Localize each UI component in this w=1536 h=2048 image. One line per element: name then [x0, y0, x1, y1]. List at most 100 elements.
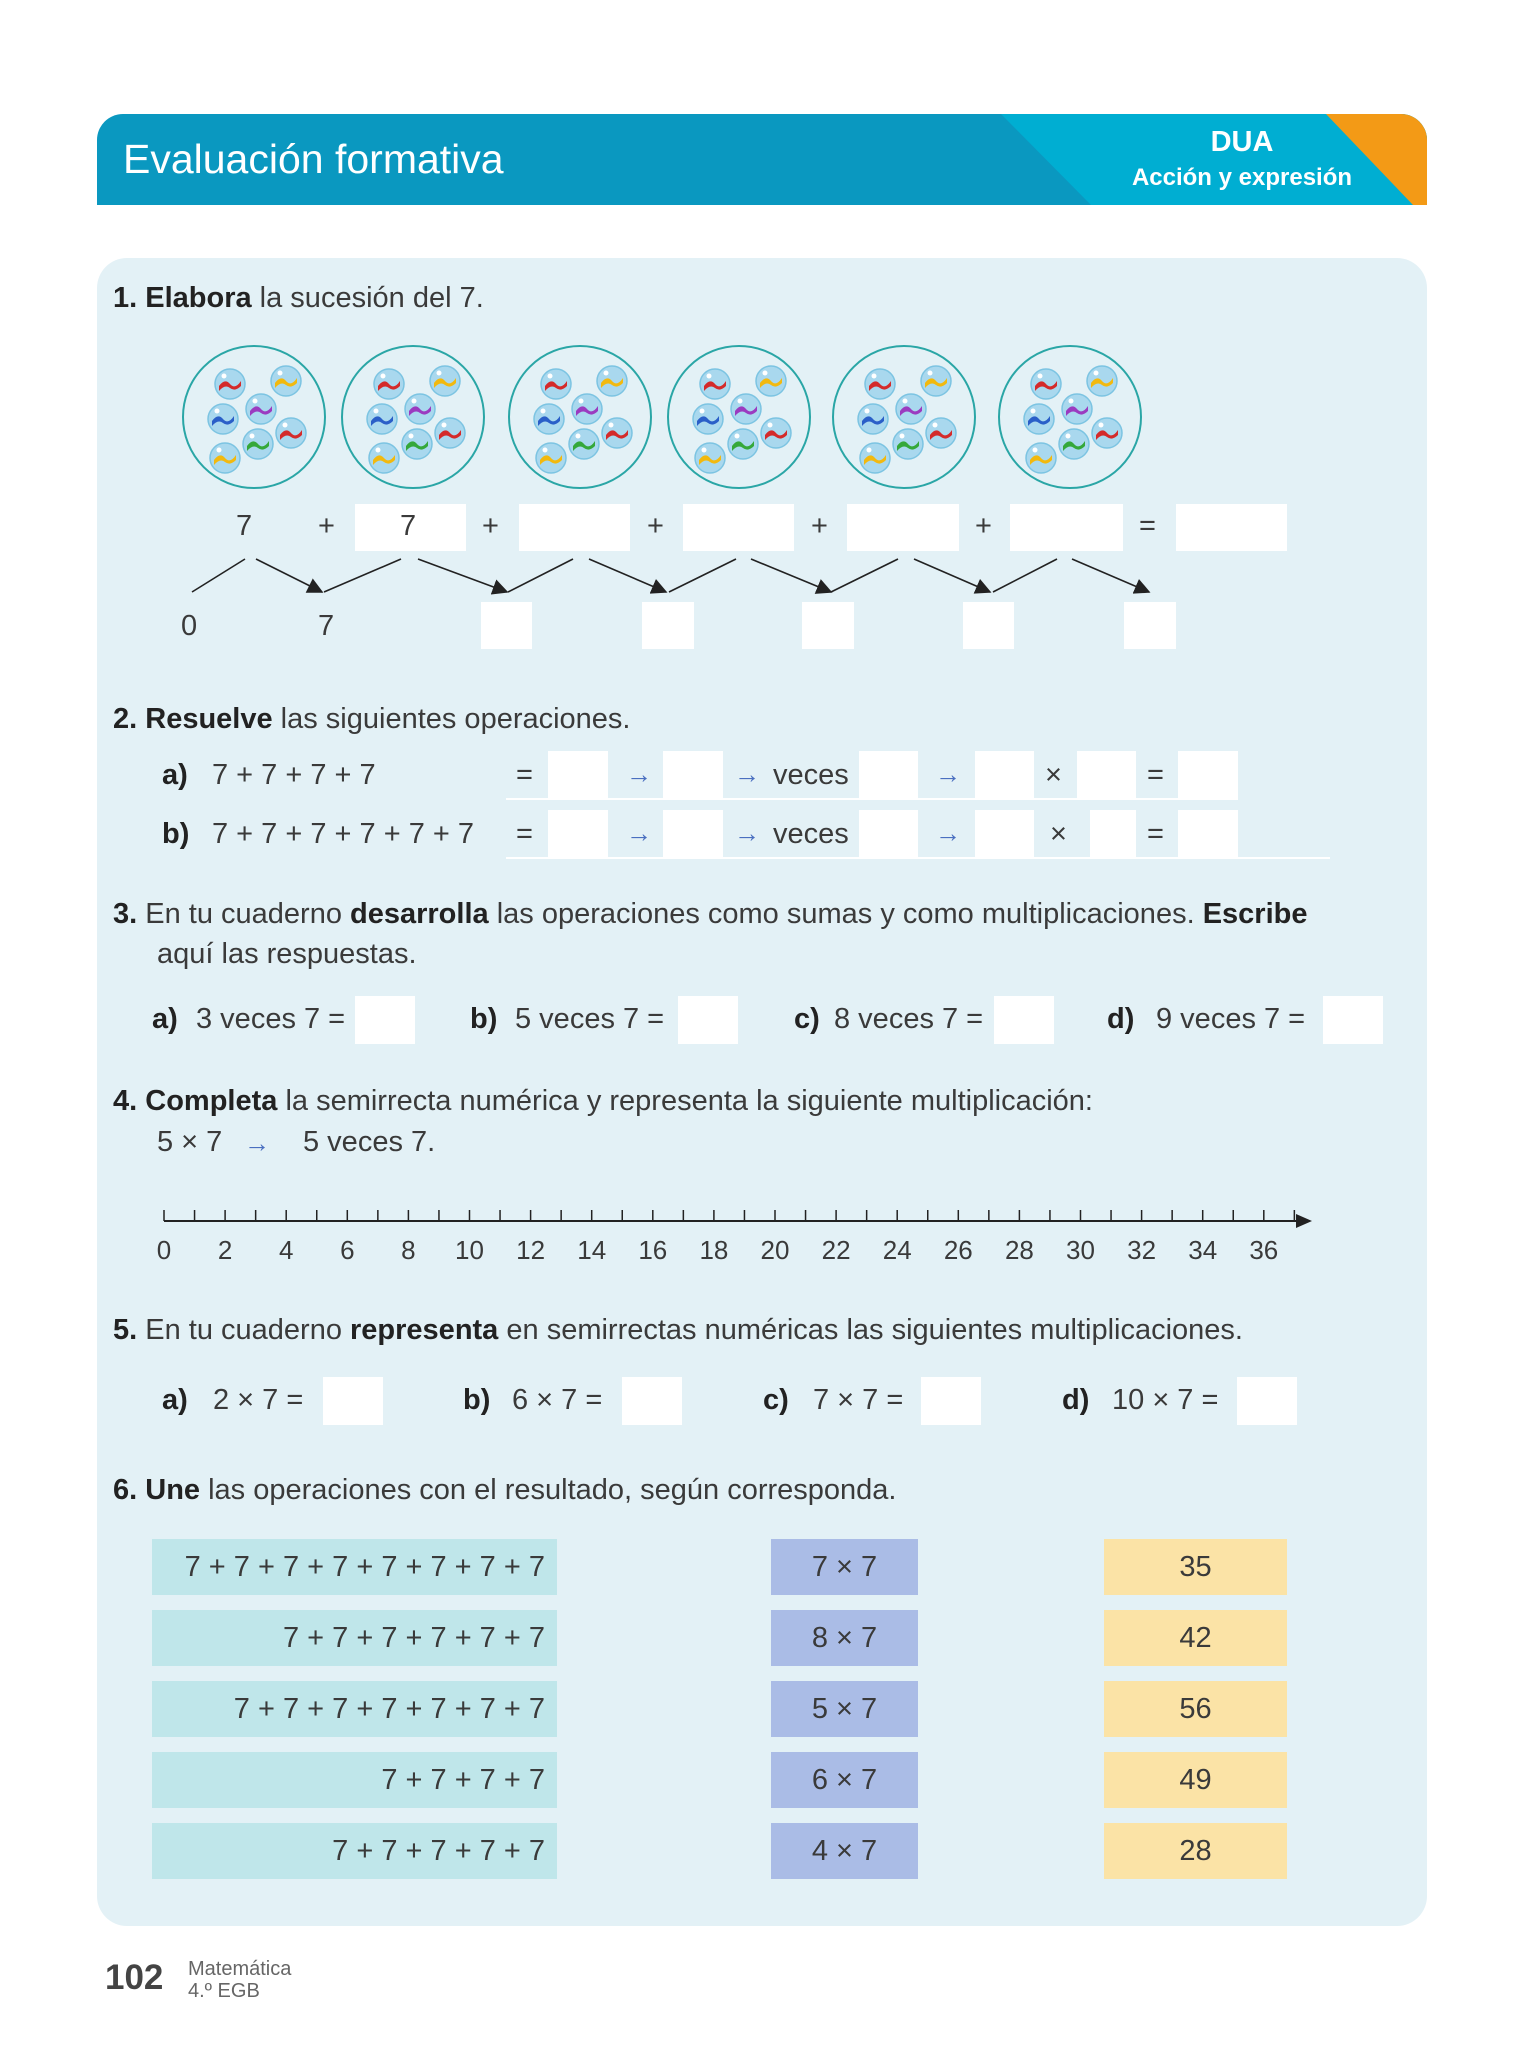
number-line[interactable]: 0 2 4 6 8 10 12 14 16 18 20 22 24 26 28 30 32 34 36: [0, 1200, 1536, 1270]
answer-box-2[interactable]: [663, 810, 723, 857]
marble-icon: [1025, 442, 1057, 474]
marble-icon: [366, 403, 398, 435]
question-text-line2: aquí las respuestas.: [157, 938, 417, 970]
answer-box-2[interactable]: [663, 751, 723, 798]
marble-groups: [182, 345, 1142, 489]
answer-box[interactable]: [678, 996, 738, 1044]
tick-label: 10: [455, 1235, 484, 1265]
sequence-box-2[interactable]: [642, 602, 694, 649]
tick-label: 2: [218, 1235, 232, 1265]
sum-box-4[interactable]: [847, 504, 959, 551]
result-card[interactable]: 35: [1104, 1539, 1287, 1595]
marble-icon: [1030, 368, 1062, 400]
marble-group: [667, 345, 811, 489]
tick-label: 18: [699, 1235, 728, 1265]
marble-icon: [540, 368, 572, 400]
marble-group: [832, 345, 976, 489]
question-number: 2.: [113, 703, 138, 735]
sum-box-1[interactable]: 7: [355, 504, 466, 551]
tick-label: 28: [1005, 1235, 1034, 1265]
sum-card[interactable]: 7 + 7 + 7 + 7 + 7 + 7: [152, 1610, 557, 1666]
answer-box-5[interactable]: [1077, 751, 1136, 798]
jump-arrow-icon: [750, 558, 833, 594]
marble-icon: [434, 417, 466, 449]
sum-box-5[interactable]: [1010, 504, 1123, 551]
sequence-box-3[interactable]: [802, 602, 854, 649]
sum-card[interactable]: 7 + 7 + 7 + 7 + 7 + 7 + 7 + 7: [152, 1539, 557, 1595]
item-expression: 8 veces 7 =: [834, 1003, 984, 1035]
product-card[interactable]: 4 × 7: [771, 1823, 918, 1879]
answer-box[interactable]: [921, 1377, 981, 1425]
item-label: c): [794, 1003, 820, 1035]
answer-box[interactable]: [622, 1377, 682, 1425]
tick-label: 32: [1127, 1235, 1156, 1265]
result-card[interactable]: 49: [1104, 1752, 1287, 1808]
answer-box[interactable]: [355, 996, 415, 1044]
tick-label: 20: [761, 1235, 790, 1265]
question-verb: Escribe: [1202, 898, 1308, 930]
jump-arrow-icon: [255, 558, 324, 593]
plus-sign: +: [811, 510, 828, 542]
arrow-right-icon: →: [626, 818, 652, 848]
times-sign: ×: [1045, 759, 1062, 791]
page-title: Evaluación formativa: [123, 136, 504, 182]
answer-box-4[interactable]: [975, 810, 1034, 857]
tick-label: 30: [1066, 1235, 1095, 1265]
result-card[interactable]: 56: [1104, 1681, 1287, 1737]
answer-box-6[interactable]: [1178, 751, 1238, 798]
answer-box[interactable]: [1237, 1377, 1297, 1425]
marble-icon: [535, 442, 567, 474]
sum-card[interactable]: 7 + 7 + 7 + 7 + 7: [152, 1823, 557, 1879]
sum-result-box[interactable]: [1176, 504, 1287, 551]
question-number: 4.: [113, 1085, 138, 1117]
plus-sign: +: [482, 510, 499, 542]
product-card[interactable]: 7 × 7: [771, 1539, 918, 1595]
answer-box[interactable]: [994, 996, 1054, 1044]
tick-label: 22: [822, 1235, 851, 1265]
answer-box-6[interactable]: [1178, 810, 1238, 857]
sequence-box-1[interactable]: [481, 602, 532, 649]
result-card[interactable]: 28: [1104, 1823, 1287, 1879]
sum-box-3[interactable]: [683, 504, 794, 551]
marble-group: [182, 345, 326, 489]
answer-box[interactable]: [323, 1377, 383, 1425]
answer-box[interactable]: [1323, 996, 1383, 1044]
marble-icon: [857, 403, 889, 435]
sequence-box-5[interactable]: [1124, 602, 1176, 649]
answer-box-1[interactable]: [548, 751, 608, 798]
item-expression: 3 veces 7 =: [196, 1003, 346, 1035]
item-label: d): [1107, 1003, 1135, 1035]
marble-icon: [692, 403, 724, 435]
answer-box-3[interactable]: [859, 751, 918, 798]
product-card[interactable]: 5 × 7: [771, 1681, 918, 1737]
equals-sign: =: [1147, 759, 1164, 791]
answer-box-4[interactable]: [975, 751, 1034, 798]
tick-label: 6: [340, 1235, 354, 1265]
sum-card[interactable]: 7 + 7 + 7 + 7: [152, 1752, 557, 1808]
sum-expression: 7 + 7 + 7 + 7: [212, 759, 376, 791]
question-2: 2. Resuelve las siguientes operaciones.: [113, 703, 631, 736]
sum-box-2[interactable]: [519, 504, 630, 551]
marble-icon: [892, 428, 924, 460]
result-card[interactable]: 42: [1104, 1610, 1287, 1666]
marble-icon: [533, 403, 565, 435]
question-5: 5. En tu cuaderno representa en semirrec…: [113, 1314, 1243, 1347]
multiplication-meaning: 5 veces 7.: [303, 1126, 436, 1158]
sequence-box-4[interactable]: [963, 602, 1014, 649]
jump-arrow-icon: [417, 558, 509, 595]
answer-box-3[interactable]: [859, 810, 918, 857]
marble-group: [341, 345, 485, 489]
question-text: En tu cuaderno: [145, 1314, 351, 1346]
marble-icon: [699, 368, 731, 400]
question-number: 6.: [113, 1474, 138, 1506]
sum-first-term: 7: [236, 510, 253, 542]
answer-box-5[interactable]: [1090, 810, 1136, 857]
marble-icon: [895, 393, 927, 425]
question-verb: Resuelve: [145, 703, 273, 735]
item-label: d): [1062, 1384, 1090, 1416]
product-card[interactable]: 6 × 7: [771, 1752, 918, 1808]
answer-box-1[interactable]: [548, 810, 608, 857]
tick-label: 0: [157, 1235, 171, 1265]
sum-card[interactable]: 7 + 7 + 7 + 7 + 7 + 7 + 7: [152, 1681, 557, 1737]
product-card[interactable]: 8 × 7: [771, 1610, 918, 1666]
